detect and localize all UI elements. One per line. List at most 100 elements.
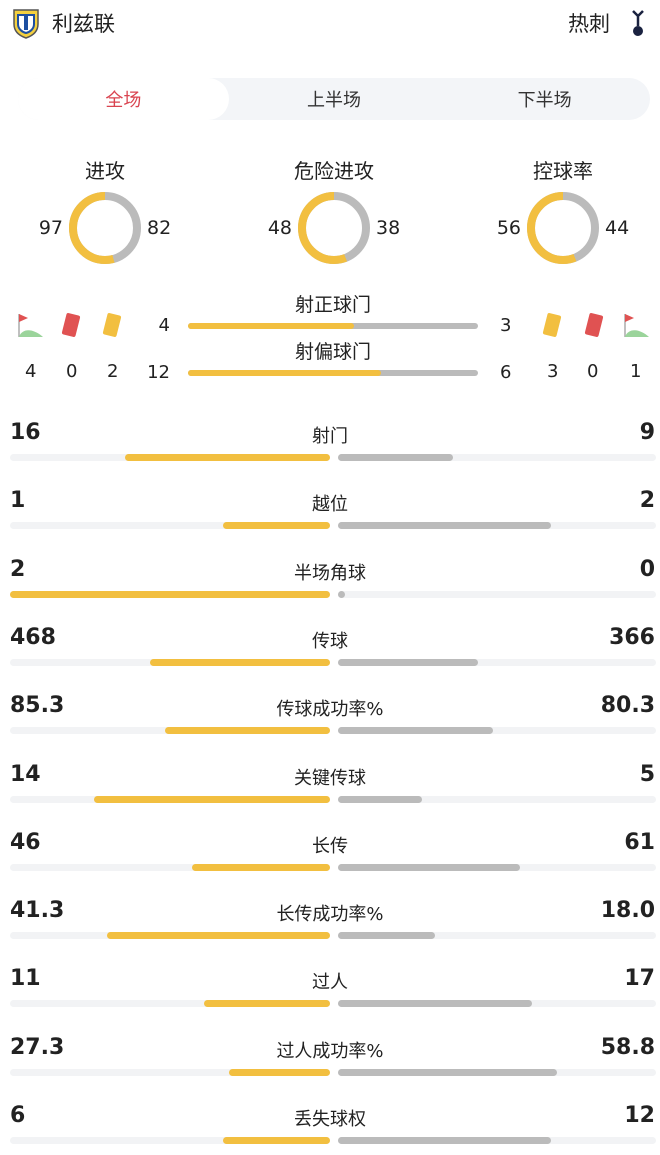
shot-bar-track — [188, 370, 478, 376]
donut-chart — [69, 192, 141, 264]
stat-away-track — [338, 658, 656, 666]
stat-away-track — [338, 590, 656, 598]
stat-away-value: 5 — [639, 761, 655, 787]
donut-title: 进攻 — [85, 159, 125, 183]
stat-label: 长传 — [312, 835, 348, 857]
stat-home-value: 1 — [10, 488, 26, 514]
stat-home-bar — [94, 795, 330, 803]
away-corners: 1 — [630, 361, 642, 382]
donut-home-arc — [298, 192, 370, 264]
stat-away-value: 366 — [609, 624, 655, 650]
stat-away-bar — [338, 863, 521, 871]
stat-away-value: 61 — [624, 829, 655, 855]
stat-home-value: 85.3 — [10, 693, 65, 719]
stat-away-bar — [338, 1137, 552, 1144]
stat-label: 传球成功率% — [276, 699, 384, 721]
stat-label: 射门 — [312, 426, 348, 447]
stat-home-track — [10, 1068, 330, 1076]
away-red-cards: 0 — [587, 361, 599, 382]
stat-away-value: 9 — [639, 420, 655, 445]
stat-home-bar — [223, 1137, 330, 1144]
home-corner-flag-icon — [18, 314, 43, 337]
stat-label: 丢失球权 — [294, 1109, 366, 1130]
stat-away-bar — [338, 454, 454, 461]
stat-home-track — [10, 522, 330, 530]
home-yellow-card-icon — [102, 313, 122, 337]
donut-away-value: 38 — [376, 217, 401, 239]
tottenham-cockerel-icon — [632, 10, 644, 36]
stat-home-bar — [204, 1000, 330, 1008]
stat-away-value: 12 — [624, 1103, 655, 1128]
stat-away-track — [338, 454, 656, 461]
period-tabs: 全场 上半场 下半场 — [18, 78, 650, 120]
tab-first-half[interactable]: 上半场 — [307, 90, 361, 111]
stat-label: 关键传球 — [294, 767, 366, 789]
stat-home-bar — [10, 590, 330, 598]
donut-chart — [527, 192, 599, 264]
shot-bar-home-fill — [188, 370, 382, 376]
tab-full-match[interactable]: 全场 — [18, 78, 229, 120]
home-yellow-cards: 2 — [107, 361, 119, 382]
donut-home-value: 48 — [267, 217, 292, 239]
stat-away-bar — [338, 590, 345, 598]
stat-home-value: 468 — [10, 624, 56, 650]
stat-home-value: 16 — [10, 420, 41, 445]
shot-bar-away-value: 6 — [500, 362, 512, 383]
donut-chart — [298, 192, 370, 264]
donut-away-value: 82 — [147, 217, 172, 239]
stat-label: 过人成功率% — [276, 1040, 384, 1062]
stat-home-value: 27.3 — [10, 1034, 65, 1060]
stat-home-value: 41.3 — [10, 898, 65, 924]
donut-home-value: 56 — [496, 217, 521, 239]
stat-home-bar — [192, 863, 330, 871]
stat-label: 长传成功率% — [276, 904, 384, 926]
stat-home-bar — [165, 727, 330, 735]
stat-away-value: 17 — [624, 966, 655, 992]
stat-away-track — [338, 727, 656, 735]
stat-away-track — [338, 932, 656, 940]
away-red-card-icon — [584, 313, 604, 337]
stat-away-bar — [338, 1000, 533, 1008]
stat-home-track — [10, 863, 330, 871]
donut-home-arc — [69, 192, 141, 264]
away-yellow-card-icon — [542, 313, 562, 337]
stat-home-value: 46 — [10, 829, 41, 855]
donut-away-value: 44 — [605, 217, 630, 239]
stat-away-value: 80.3 — [600, 693, 655, 719]
stat-home-bar — [107, 932, 330, 940]
shot-bar-home-value: 12 — [147, 362, 170, 383]
stat-home-value: 14 — [10, 761, 41, 787]
donut-title: 危险进攻 — [294, 159, 374, 183]
home-corners: 4 — [25, 361, 37, 382]
stat-home-bar — [150, 658, 330, 666]
away-corner-flag-icon — [624, 314, 649, 337]
stat-home-track — [10, 1000, 330, 1008]
stat-label: 半场角球 — [294, 562, 366, 584]
leeds-crest-icon — [13, 9, 39, 39]
stat-away-bar — [338, 522, 552, 530]
stat-label: 越位 — [312, 494, 348, 516]
stat-away-value: 0 — [639, 556, 655, 582]
stat-home-bar — [125, 454, 330, 461]
tab-second-half[interactable]: 下半场 — [517, 90, 572, 111]
stat-home-value: 11 — [10, 966, 41, 992]
donut-home-arc — [527, 192, 599, 264]
stat-away-value: 2 — [639, 488, 655, 514]
stat-away-bar — [338, 932, 436, 940]
home-red-cards: 0 — [66, 361, 78, 382]
shot-bar-track — [188, 323, 478, 329]
stat-home-track — [10, 1137, 330, 1144]
home-red-card-icon — [61, 313, 81, 337]
stat-away-value: 18.0 — [600, 898, 655, 924]
stat-home-bar — [228, 1068, 330, 1076]
stat-home-bar — [223, 522, 330, 530]
shot-bar-home-fill — [188, 323, 354, 329]
donut-title: 控球率 — [533, 159, 593, 183]
shot-bar-label: 射偏球门 — [294, 341, 371, 363]
stat-away-bar — [338, 1068, 557, 1076]
stat-home-value: 6 — [10, 1103, 26, 1128]
stat-away-value: 58.8 — [600, 1034, 655, 1060]
stat-home-value: 2 — [10, 556, 26, 582]
stat-label: 传球 — [312, 630, 348, 652]
away-team-name: 热刺 — [568, 12, 610, 36]
